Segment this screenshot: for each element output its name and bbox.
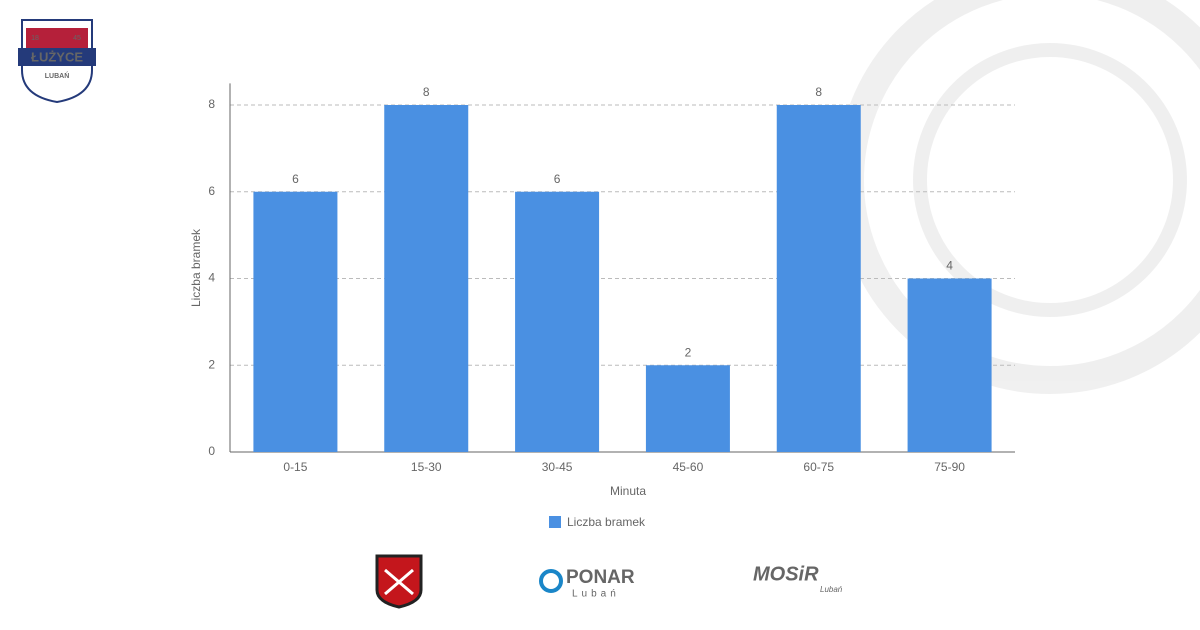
ponar-name: PONAR <box>566 567 635 588</box>
data-label: 4 <box>946 259 953 273</box>
legend-swatch <box>549 516 561 528</box>
ponar-logo: PONAR Lubań <box>539 567 635 600</box>
y-axis-label: Liczba bramek <box>189 228 203 307</box>
badge-year: 18 <box>31 35 39 42</box>
ponar-city: Lubań <box>572 589 620 600</box>
x-tick-label: 15-30 <box>411 460 442 474</box>
sponsor-crest <box>375 554 423 609</box>
y-tick-label: 8 <box>208 97 215 111</box>
x-tick-label: 30-45 <box>542 460 573 474</box>
mosir-name: MOSiR <box>753 563 819 585</box>
x-tick-label: 0-15 <box>283 460 307 474</box>
x-tick-label: 45-60 <box>673 460 704 474</box>
badge-year: 45 <box>73 35 81 42</box>
x-axis-label: Minuta <box>610 484 646 498</box>
bar <box>907 278 992 452</box>
badge-name: ŁUŻYCE <box>31 49 83 64</box>
bar <box>253 191 338 452</box>
data-label: 6 <box>554 172 561 186</box>
mosir-logo: MOSiR Lubań <box>753 563 843 594</box>
y-tick-label: 2 <box>208 357 215 371</box>
legend-label: Liczba bramek <box>567 515 646 529</box>
data-label: 6 <box>292 172 299 186</box>
bar <box>384 105 469 452</box>
y-tick-label: 0 <box>208 444 215 458</box>
y-tick-label: 6 <box>208 184 215 198</box>
data-label: 8 <box>423 85 430 99</box>
x-tick-label: 60-75 <box>803 460 834 474</box>
bar <box>776 105 861 452</box>
x-tick-label: 75-90 <box>934 460 965 474</box>
bar <box>515 191 600 452</box>
data-label: 8 <box>815 85 822 99</box>
data-label: 2 <box>685 345 692 359</box>
badge-city: LUBAŃ <box>45 71 70 80</box>
mosir-city: Lubań <box>820 585 843 594</box>
y-tick-label: 4 <box>208 271 215 285</box>
bar <box>645 365 730 452</box>
watermark <box>836 0 1200 394</box>
club-badge: 18 45 ŁUŻYCE LUBAŃ <box>18 19 96 104</box>
